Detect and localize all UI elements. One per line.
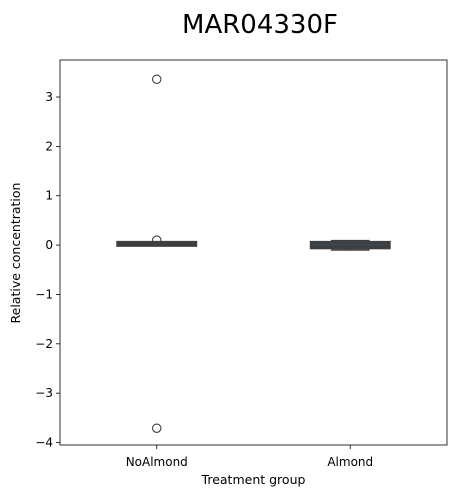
y-tick-label: 2: [45, 139, 53, 153]
y-tick-label: −1: [35, 287, 53, 301]
y-axis: 3 2 1 0 −1 −2 −3 −4: [35, 90, 60, 450]
box-group-almond: [309, 239, 391, 251]
x-axis-label: Treatment group: [201, 472, 306, 487]
box-group-noalmond: [116, 74, 198, 433]
x-tick-label: Almond: [327, 455, 373, 469]
y-tick-label: −3: [35, 386, 53, 400]
y-tick-label: −2: [35, 337, 53, 351]
chart-title: MAR04330F: [182, 10, 338, 40]
outlier-point: [152, 74, 162, 85]
outlier-point: [152, 235, 162, 245]
plot-area: [59, 59, 448, 446]
x-tick-label: NoAlmond: [126, 455, 188, 469]
y-tick-label: 1: [45, 189, 53, 203]
y-axis-label: Relative concentration: [8, 183, 23, 324]
boxes: [116, 74, 391, 433]
outlier-point: [152, 423, 162, 433]
y-tick-label: 0: [45, 238, 53, 252]
y-tick-label: −4: [35, 436, 53, 450]
y-tick-label: 3: [45, 90, 53, 104]
x-axis: NoAlmond Almond: [126, 445, 373, 469]
